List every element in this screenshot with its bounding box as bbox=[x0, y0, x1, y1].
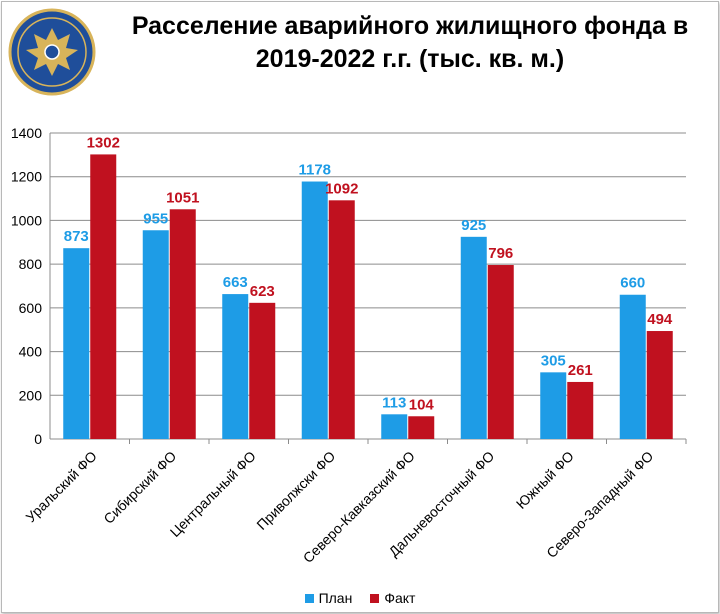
data-label-plan: 955 bbox=[143, 210, 168, 227]
bar-plan-7 bbox=[619, 294, 646, 439]
bar-fact-0 bbox=[90, 154, 117, 440]
bar-fact-7 bbox=[646, 331, 673, 439]
data-label-plan: 1178 bbox=[298, 162, 331, 179]
data-label-fact: 104 bbox=[409, 396, 435, 413]
bar-plan-1 bbox=[142, 230, 169, 439]
data-label-fact: 1051 bbox=[166, 189, 199, 206]
bar-fact-1 bbox=[169, 209, 196, 439]
data-label-plan: 113 bbox=[382, 394, 406, 411]
bar-fact-3 bbox=[328, 200, 355, 439]
legend-swatch bbox=[370, 593, 380, 603]
chart-title: Расселение аварийного жилищного фонда в … bbox=[110, 10, 710, 76]
y-tick-label: 800 bbox=[19, 256, 43, 272]
data-label-fact: 623 bbox=[250, 283, 275, 300]
bar-fact-5 bbox=[487, 265, 514, 439]
x-category-label: Центральный ФО bbox=[167, 448, 259, 540]
data-label-plan: 305 bbox=[541, 352, 566, 369]
chart-title-line-1: Расселение аварийного жилищного фонда в bbox=[131, 12, 689, 40]
data-label-plan: 873 bbox=[64, 228, 89, 245]
data-label-plan: 660 bbox=[620, 275, 645, 292]
y-tick-label: 1400 bbox=[11, 125, 42, 141]
x-category-label: Приволжски ФО bbox=[253, 448, 338, 533]
data-label-fact: 1302 bbox=[87, 134, 120, 151]
x-category-label: Сибирский ФО bbox=[100, 448, 179, 527]
legend-label: План bbox=[318, 590, 353, 606]
bar-plan-5 bbox=[460, 236, 487, 439]
legend-item-fact: Факт bbox=[370, 590, 415, 606]
bar-fact-6 bbox=[567, 381, 594, 439]
data-label-fact: 494 bbox=[647, 311, 673, 328]
bar-plan-2 bbox=[222, 294, 249, 439]
x-category-label: Уральский ФО bbox=[22, 448, 99, 525]
data-label-plan: 925 bbox=[461, 217, 486, 234]
data-label-plan: 663 bbox=[223, 274, 248, 291]
bar-fact-4 bbox=[408, 416, 435, 439]
y-tick-label: 600 bbox=[19, 300, 43, 316]
y-tick-label: 200 bbox=[19, 387, 43, 403]
bar-plan-6 bbox=[540, 372, 567, 439]
chart-legend: План Факт bbox=[0, 590, 720, 606]
bar-plan-3 bbox=[301, 181, 328, 439]
legend-item-plan: План bbox=[304, 590, 353, 606]
bar-plan-0 bbox=[63, 248, 90, 439]
bar-plan-4 bbox=[381, 414, 408, 439]
bar-fact-2 bbox=[249, 302, 276, 439]
ministry-eagle-emblem-icon bbox=[8, 8, 96, 96]
y-tick-label: 1000 bbox=[11, 212, 42, 228]
chart-title-line-2: 2019-2022 г.г. (тыс. кв. м.) bbox=[255, 45, 565, 73]
data-label-fact: 261 bbox=[568, 362, 593, 379]
data-label-fact: 1092 bbox=[325, 180, 358, 197]
data-label-fact: 796 bbox=[488, 245, 513, 262]
x-category-label: Южный ФО bbox=[513, 448, 577, 512]
y-tick-label: 1200 bbox=[11, 169, 42, 185]
legend-label: Факт bbox=[384, 590, 416, 606]
y-tick-label: 400 bbox=[19, 344, 43, 360]
legend-swatch bbox=[304, 593, 314, 603]
y-tick-label: 0 bbox=[34, 431, 42, 447]
